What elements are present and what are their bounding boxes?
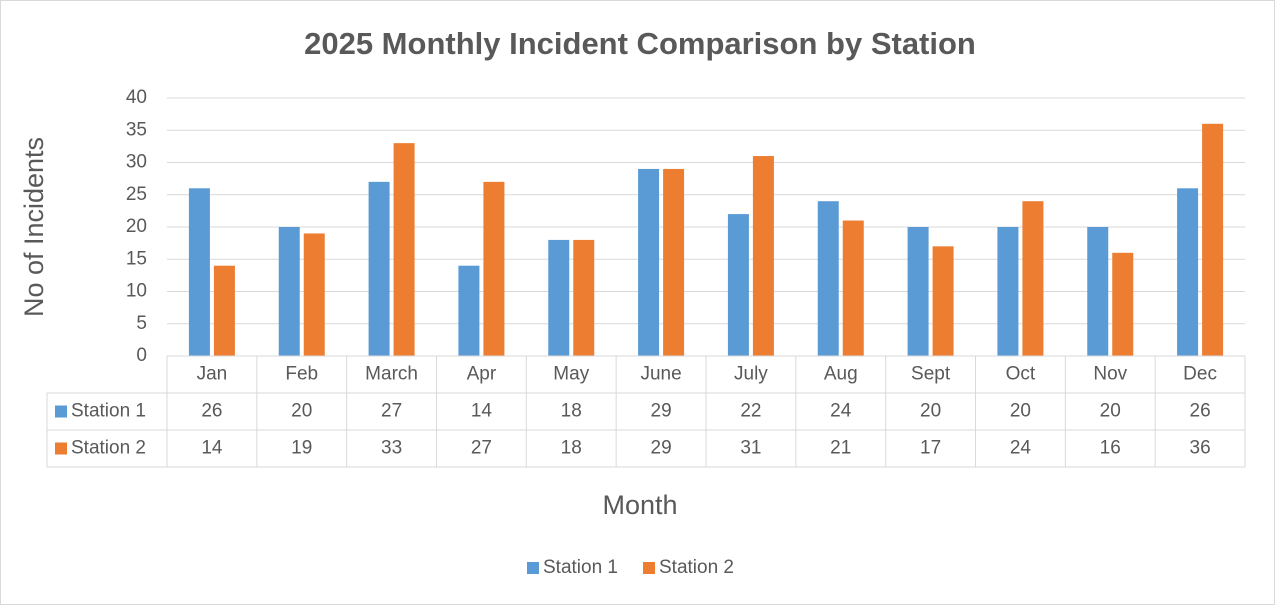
y-tick-label: 35 <box>126 119 147 140</box>
chart-title: 2025 Monthly Incident Comparison by Stat… <box>304 26 976 61</box>
y-tick-label: 40 <box>126 87 147 108</box>
y-tick-label: 5 <box>136 313 147 334</box>
bar <box>278 227 300 356</box>
table-row-label: Station 2 <box>71 438 146 459</box>
bar <box>1022 201 1044 356</box>
bar <box>638 168 660 356</box>
bar <box>368 181 390 356</box>
legend-label: Station 1 <box>543 557 618 578</box>
table-row-label: Station 1 <box>71 401 146 422</box>
table-value: 19 <box>291 438 312 459</box>
bar <box>483 181 505 356</box>
legend-label: Station 2 <box>659 557 734 578</box>
legend-key <box>643 562 655 574</box>
table-value: 18 <box>561 401 582 422</box>
bar <box>907 227 929 356</box>
table-value: 26 <box>1190 401 1211 422</box>
x-tick-label: Feb <box>285 364 318 385</box>
bar <box>932 246 954 356</box>
table-value: 29 <box>651 438 672 459</box>
bar <box>842 220 864 356</box>
table-legend-key <box>55 405 67 418</box>
table-value: 36 <box>1190 438 1211 459</box>
x-tick-label: Aug <box>824 364 858 385</box>
y-axis-title: No of Incidents <box>19 137 49 317</box>
table-legend-key <box>55 442 67 455</box>
y-tick-label: 20 <box>126 216 147 237</box>
table-value: 20 <box>291 401 312 422</box>
x-tick-label: Dec <box>1183 364 1217 385</box>
table-value: 29 <box>651 401 672 422</box>
bar <box>548 239 570 356</box>
bar <box>1177 188 1199 356</box>
bar <box>573 239 595 356</box>
table-value: 24 <box>830 401 852 422</box>
y-tick-label: 25 <box>126 184 147 205</box>
bar <box>727 214 749 356</box>
y-tick-label: 0 <box>136 345 147 366</box>
table-value: 33 <box>381 438 402 459</box>
table-value: 20 <box>1010 401 1031 422</box>
x-tick-label: Oct <box>1006 364 1036 385</box>
table-value: 14 <box>471 401 493 422</box>
table-value: 20 <box>1100 401 1121 422</box>
bar <box>1112 252 1134 356</box>
x-axis-title: Month <box>602 490 677 520</box>
table-value: 16 <box>1100 438 1121 459</box>
x-tick-label: Jan <box>197 364 228 385</box>
table-value: 24 <box>1010 438 1032 459</box>
x-tick-label: Nov <box>1093 364 1127 385</box>
table-value: 20 <box>920 401 941 422</box>
y-tick-label: 30 <box>126 152 147 173</box>
x-tick-label: Sept <box>911 364 951 385</box>
table-value: 18 <box>561 438 582 459</box>
table-value: 27 <box>471 438 492 459</box>
table-value: 14 <box>201 438 223 459</box>
y-tick-label: 15 <box>126 248 147 269</box>
table-value: 31 <box>740 438 761 459</box>
bar <box>663 168 685 356</box>
x-tick-label: June <box>640 364 681 385</box>
bar <box>752 156 774 356</box>
bar <box>303 233 325 356</box>
x-tick-label: July <box>734 364 768 385</box>
table-value: 26 <box>201 401 222 422</box>
bar <box>817 201 839 356</box>
bar <box>458 265 480 356</box>
y-tick-label: 10 <box>126 281 147 302</box>
legend-key <box>527 562 539 574</box>
bar <box>213 265 235 356</box>
table-value: 21 <box>830 438 851 459</box>
x-tick-label: Apr <box>467 364 497 385</box>
bar <box>188 188 210 356</box>
x-tick-label: May <box>553 364 589 385</box>
bar <box>1087 227 1109 356</box>
bar <box>1202 123 1224 356</box>
bar <box>997 227 1019 356</box>
x-tick-label: March <box>365 364 418 385</box>
table-value: 27 <box>381 401 402 422</box>
table-value: 22 <box>740 401 761 422</box>
bar <box>393 143 415 356</box>
table-value: 17 <box>920 438 941 459</box>
